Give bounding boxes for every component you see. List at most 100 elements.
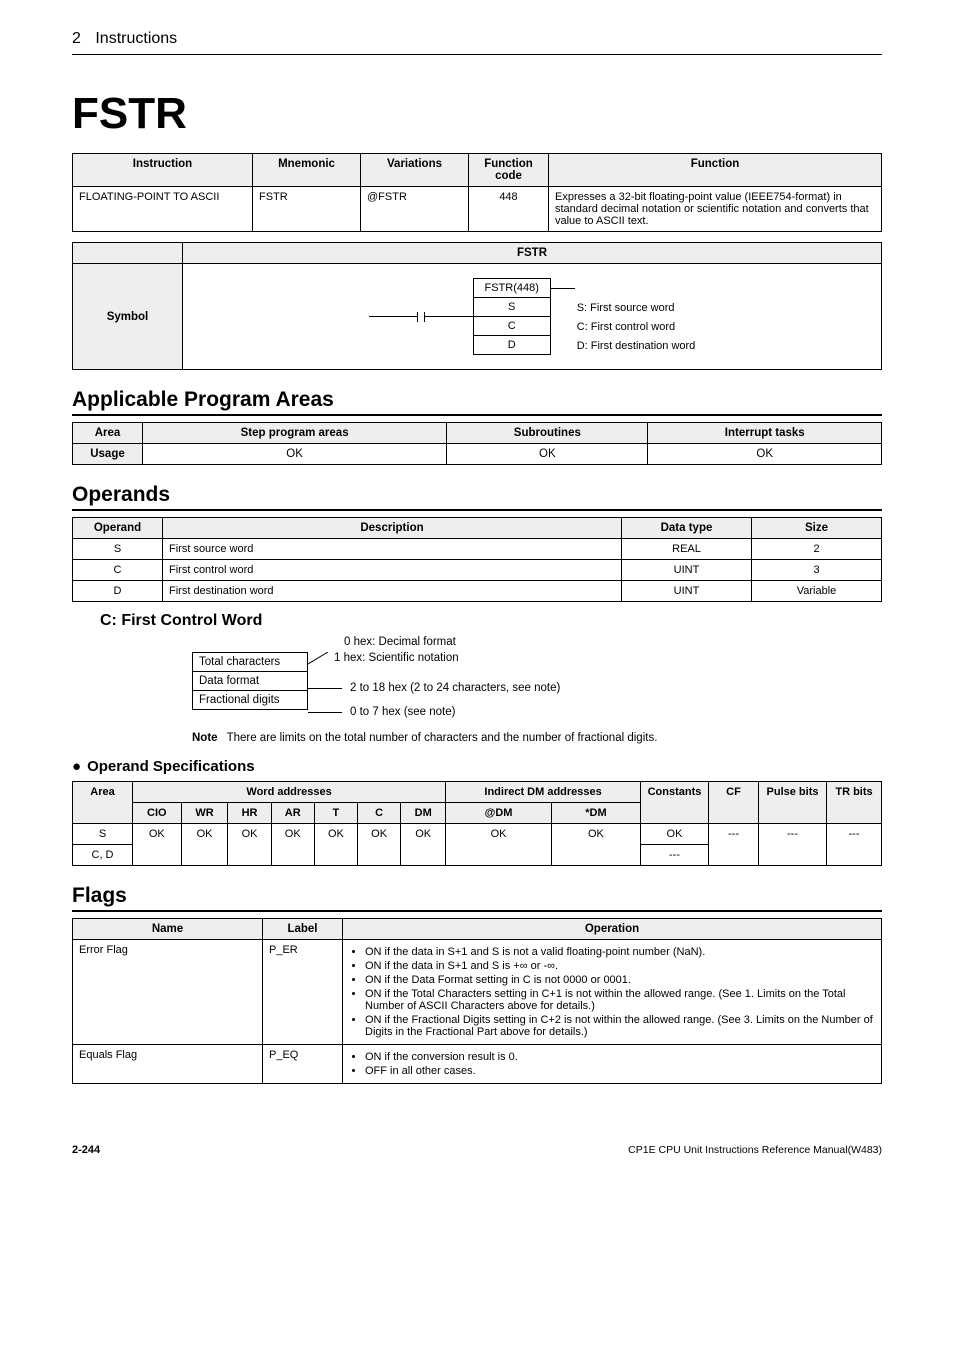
oper-r1c2: UINT — [622, 560, 752, 581]
cw-d2: 0 to 7 hex (see note) — [350, 706, 455, 718]
spec-sh0: CIO — [133, 803, 182, 824]
header-text: Instructions — [95, 30, 177, 47]
oper-r2c2: UINT — [622, 581, 752, 602]
ladder-s: S — [473, 298, 551, 317]
cw-l2: Fractional digits — [192, 691, 308, 710]
instr-c3: 448 — [469, 187, 549, 232]
flag-h0: Name — [73, 919, 263, 940]
spec-ok8: OK — [551, 824, 640, 866]
spec-gh5: Pulse bits — [759, 782, 827, 824]
spec-sh3: AR — [271, 803, 314, 824]
flag-r0-op2: ON if the Data Format setting in C is no… — [365, 974, 875, 986]
oper-r2c3: Variable — [752, 581, 882, 602]
spec-sh4: T — [314, 803, 357, 824]
ladder-c-desc: C: First control word — [577, 321, 675, 333]
symbol-diagram: FSTR(448) S S: First source word C C: Fi… — [183, 264, 882, 370]
spec-gh4: CF — [709, 782, 759, 824]
symbol-colhead: FSTR — [183, 243, 882, 264]
oper-r0c0: S — [73, 539, 163, 560]
appl-h2: Subroutines — [447, 423, 648, 444]
cw-top2: 1 hex: Scientific notation — [334, 652, 459, 664]
instr-c1: FSTR — [253, 187, 361, 232]
spec-ok7: OK — [446, 824, 552, 866]
spec-cf: --- — [709, 824, 759, 866]
instr-h0: Instruction — [73, 154, 253, 187]
footer-page: 2-244 — [72, 1144, 100, 1156]
flags-title: Flags — [72, 884, 882, 912]
ladder-c: C — [473, 317, 551, 336]
oper-r1c3: 3 — [752, 560, 882, 581]
op-spec-table: Area Word addresses Indirect DM addresse… — [72, 781, 882, 866]
cw-l1: Data format — [192, 672, 308, 691]
ladder-d: D — [473, 336, 551, 355]
appl-r1: OK — [143, 444, 447, 465]
control-word-title: C: First Control Word — [100, 612, 882, 630]
flag-r0-op0: ON if the data in S+1 and S is not a val… — [365, 946, 875, 958]
symbol-empty — [73, 243, 183, 264]
spec-sh5: C — [358, 803, 401, 824]
oper-r1c0: C — [73, 560, 163, 581]
spec-sh6: DM — [401, 803, 446, 824]
flag-h2: Operation — [343, 919, 882, 940]
oper-h2: Data type — [622, 518, 752, 539]
symbol-rowhead: Symbol — [73, 264, 183, 370]
flag-r0-op3: ON if the Total Characters setting in C+… — [365, 988, 875, 1012]
spec-r1-const: --- — [641, 845, 709, 866]
operands-table: Operand Description Data type Size S Fir… — [72, 517, 882, 602]
control-word-block: 0 hex: Decimal format Total characters D… — [192, 636, 882, 724]
spec-r0-const: OK — [641, 824, 709, 845]
control-word-note: Note There are limits on the total numbe… — [192, 732, 882, 744]
flags-table: Name Label Operation Error Flag P_ER ON … — [72, 918, 882, 1084]
flag-r1-op0: ON if the conversion result is 0. — [365, 1051, 875, 1063]
applicable-title: Applicable Program Areas — [72, 388, 882, 416]
spec-sh7: @DM — [446, 803, 552, 824]
appl-r2: OK — [447, 444, 648, 465]
spec-gh2: Indirect DM addresses — [446, 782, 641, 803]
operands-title: Operands — [72, 483, 882, 511]
appl-r0: Usage — [73, 444, 143, 465]
spec-ok4: OK — [314, 824, 357, 866]
oper-h1: Description — [163, 518, 622, 539]
page-footer: 2-244 CP1E CPU Unit Instructions Referen… — [72, 1144, 882, 1156]
spec-gh0: Area — [73, 782, 133, 824]
flag-r0-name: Error Flag — [73, 940, 263, 1045]
spec-ok5: OK — [358, 824, 401, 866]
spec-ok1: OK — [181, 824, 228, 866]
instr-h2: Variations — [361, 154, 469, 187]
flag-r0-op4: ON if the Fractional Digits setting in C… — [365, 1014, 875, 1038]
oper-r1c1: First control word — [163, 560, 622, 581]
instr-h4: Function — [549, 154, 882, 187]
symbol-table: FSTR Symbol FSTR(448) — [72, 242, 882, 370]
spec-ok0: OK — [133, 824, 182, 866]
appl-h0: Area — [73, 423, 143, 444]
spec-gh1: Word addresses — [133, 782, 446, 803]
oper-r0c2: REAL — [622, 539, 752, 560]
flag-h1: Label — [263, 919, 343, 940]
note-text: There are limits on the total number of … — [227, 732, 658, 744]
oper-h0: Operand — [73, 518, 163, 539]
cw-l0: Total characters — [192, 652, 308, 672]
instr-c4: Expresses a 32-bit floating-point value … — [549, 187, 882, 232]
oper-r0c1: First source word — [163, 539, 622, 560]
header-num: 2 — [72, 30, 81, 47]
appl-r3: OK — [648, 444, 882, 465]
spec-sh2: HR — [228, 803, 271, 824]
page: 2 Instructions FSTR Instruction Mnemonic… — [0, 0, 954, 1196]
spec-r0-area: S — [73, 824, 133, 845]
ladder-diagram: FSTR(448) S S: First source word C C: Fi… — [369, 278, 696, 355]
spec-ok2: OK — [228, 824, 271, 866]
spec-ok6: OK — [401, 824, 446, 866]
note-label: Note — [192, 732, 218, 744]
flag-r1-label: P_EQ — [263, 1045, 343, 1084]
oper-r2c1: First destination word — [163, 581, 622, 602]
spec-gh6: TR bits — [827, 782, 882, 824]
oper-r0c3: 2 — [752, 539, 882, 560]
cw-d1: 2 to 18 hex (2 to 24 characters, see not… — [350, 682, 560, 694]
instr-c0: FLOATING-POINT TO ASCII — [73, 187, 253, 232]
spec-pulse: --- — [759, 824, 827, 866]
spec-ok3: OK — [271, 824, 314, 866]
flag-r0-ops: ON if the data in S+1 and S is not a val… — [343, 940, 882, 1045]
spec-sh8: *DM — [551, 803, 640, 824]
footer-doc: CP1E CPU Unit Instructions Reference Man… — [628, 1144, 882, 1156]
spec-tr: --- — [827, 824, 882, 866]
